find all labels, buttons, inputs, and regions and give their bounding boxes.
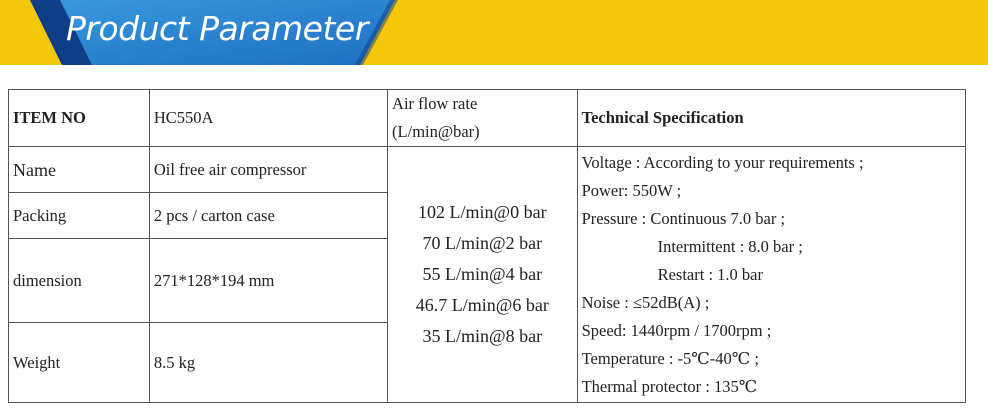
spec-restart: Restart : 1.0 bar [657, 264, 763, 284]
spec-temperature: Temperature : -5℃-40℃ ; [581, 348, 759, 368]
table-row: Weight 8.5 kg [8, 322, 966, 403]
spec-noise: Noise : ≤52dB(A) ; [581, 292, 710, 312]
row-value-dimension: 271*128*194 mm [148, 238, 389, 323]
product-parameter-banner: Product Parameter [0, 0, 988, 65]
table-header-row: ITEM NO HC550A Air flow rate (L/min@bar)… [8, 89, 967, 147]
table-row: Name Oil free air compressor 102 L/min@0… [8, 146, 967, 403]
row-value-name: Oil free air compressor [148, 146, 389, 193]
spec-pressure: Pressure : Continuous 7.0 bar ; [581, 208, 786, 228]
air-flow-value: 35 L/min@8 bar [422, 326, 543, 346]
air-flow-value: 102 L/min@0 bar [418, 202, 547, 222]
row-label-name: Name [8, 146, 150, 193]
tech-spec-label: Technical Specification [576, 89, 967, 147]
row-label-dimension: dimension [8, 238, 150, 323]
air-flow-label: Air flow rate (L/min@bar) [387, 89, 578, 147]
spec-intermittent: Intermittent : 8.0 bar ; [657, 236, 803, 256]
air-flow-label-line2: (L/min@bar) [392, 122, 480, 141]
row-value-weight: 8.5 kg [148, 322, 389, 403]
table-row: Packing 2 pcs / carton case [8, 192, 966, 239]
spec-voltage: Voltage : According to your requirements… [581, 152, 864, 172]
row-value-packing: 2 pcs / carton case [148, 192, 389, 239]
item-no-label: ITEM NO [8, 89, 150, 147]
air-flow-value: 55 L/min@4 bar [422, 264, 543, 284]
row-label-packing: Packing [8, 192, 150, 239]
air-flow-label-line1: Air flow rate [392, 94, 478, 113]
banner-blue-shape [0, 0, 398, 65]
table-row: dimension 271*128*194 mm [8, 238, 966, 323]
spec-power: Power: 550W ; [581, 180, 682, 200]
spec-table: ITEM NO HC550A Air flow rate (L/min@bar)… [8, 89, 967, 403]
air-flow-value: 70 L/min@2 bar [422, 233, 543, 253]
air-flow-value: 46.7 L/min@6 bar [415, 295, 549, 315]
spec-speed: Speed: 1440rpm / 1700rpm ; [581, 320, 772, 340]
banner-title: Product Parameter [66, 9, 368, 48]
spec-thermal-protector: Thermal protector : 135℃ [581, 376, 758, 396]
tech-spec-values: Voltage : According to your requirements… [576, 146, 967, 403]
row-label-weight: Weight [8, 322, 150, 403]
air-flow-values: 102 L/min@0 bar 70 L/min@2 bar 55 L/min@… [387, 146, 578, 403]
item-no-value: HC550A [148, 89, 389, 147]
